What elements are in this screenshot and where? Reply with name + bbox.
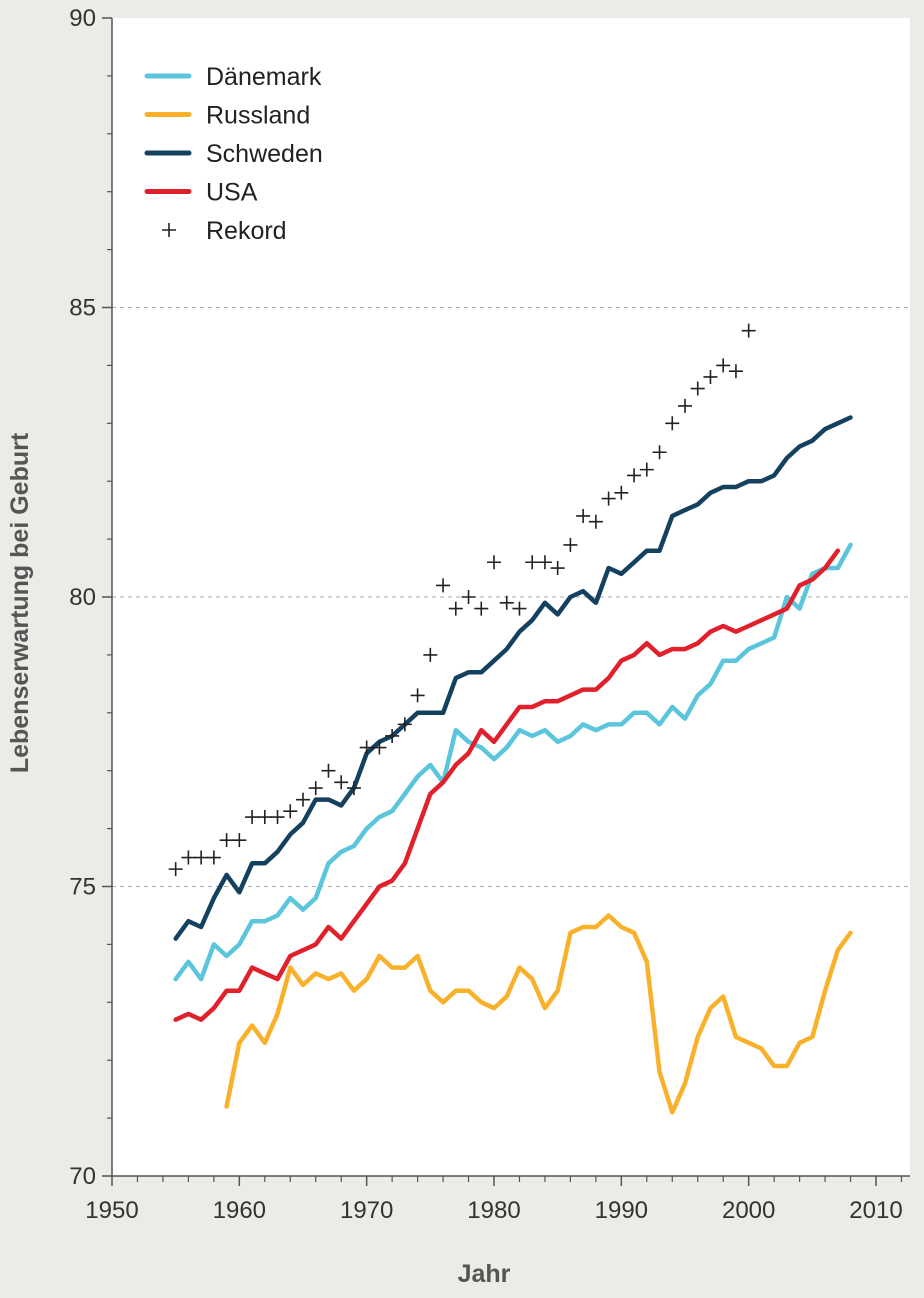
- rekord-marker: [690, 381, 705, 396]
- y-tick-label-90: 90: [69, 5, 96, 32]
- rekord-marker: [181, 850, 196, 865]
- rekord-marker: [359, 740, 374, 755]
- rekord-marker: [665, 416, 680, 431]
- rekord-marker: [703, 369, 718, 384]
- y-axis-title: Lebenserwartung bei Geburt: [6, 432, 34, 773]
- rekord-marker: [487, 555, 501, 570]
- rekord-marker: [219, 833, 234, 848]
- series-line-daenemark: [173, 542, 853, 982]
- x-tick-label-1960: 1960: [213, 1197, 266, 1224]
- rekord-marker: [652, 445, 667, 460]
- rekord-marker: [512, 601, 527, 616]
- rekord-marker: [397, 717, 412, 732]
- rekord-marker: [576, 508, 591, 523]
- rekord-marker: [296, 792, 310, 807]
- rekord-marker: [550, 561, 565, 576]
- rekord-marker: [206, 850, 221, 865]
- rekord-marker: [308, 781, 323, 796]
- rekord-marker: [410, 688, 425, 703]
- rekord-marker: [270, 810, 285, 825]
- rekord-marker: [461, 590, 476, 604]
- gridlines: [112, 307, 910, 887]
- rekord-marker: [436, 578, 451, 593]
- series-line-usa: [173, 548, 841, 1022]
- rekord-marker: [588, 514, 603, 529]
- legend-label-schweden: Schweden: [206, 140, 323, 168]
- series-group: [168, 323, 853, 1115]
- rekord-marker: [283, 804, 298, 819]
- rekord-marker: [716, 358, 731, 373]
- rekord-marker: [257, 810, 272, 825]
- rekord-marker: [678, 398, 692, 413]
- rekord-marker: [614, 485, 629, 500]
- y-tick-label-80: 80: [69, 584, 96, 611]
- x-tick-label-2000: 2000: [722, 1197, 775, 1224]
- rekord-marker: [627, 468, 642, 483]
- rekord-marker: [601, 491, 616, 506]
- legend-label-usa: USA: [206, 179, 258, 207]
- legend-marker-rekord: [162, 223, 176, 237]
- axes: 70 75 80 85 90 1950 1960 1970 1980 1990 2000 2010: [69, 5, 910, 1224]
- legend-label-russland: Russland: [206, 102, 310, 130]
- rekord-marker: [168, 862, 183, 877]
- x-tick-label-1970: 1970: [340, 1197, 393, 1224]
- series-line-russland: [224, 913, 853, 1115]
- y-tick-label-85: 85: [69, 295, 96, 322]
- rekord-marker: [245, 810, 260, 825]
- rekord-marker: [741, 323, 756, 338]
- rekord-marker: [321, 763, 336, 778]
- x-tick-label-2010: 2010: [849, 1197, 902, 1224]
- x-tick-label-1950: 1950: [85, 1197, 138, 1224]
- rekord-marker: [334, 775, 349, 790]
- rekord-marker: [474, 601, 489, 616]
- rekord-marker: [372, 740, 387, 755]
- rekord-marker: [499, 595, 514, 610]
- series-line-schweden: [173, 415, 853, 941]
- rekord-marker: [448, 601, 463, 616]
- rekord-marker: [639, 462, 654, 477]
- legend-label-rekord: Rekord: [206, 217, 287, 245]
- x-tick-label-1980: 1980: [467, 1197, 520, 1224]
- rekord-marker: [563, 537, 578, 552]
- rekord-marker: [232, 833, 247, 848]
- x-axis-title: Jahr: [458, 1260, 511, 1288]
- rekord-marker: [537, 555, 552, 570]
- x-tick-label-1990: 1990: [595, 1197, 648, 1224]
- legend: Dänemark Russland Schweden USA Rekord: [144, 63, 323, 245]
- rekord-marker: [728, 364, 743, 379]
- rekord-marker: [385, 728, 400, 743]
- rekord-marker: [194, 850, 209, 865]
- y-tick-label-75: 75: [69, 874, 96, 901]
- rekord-marker: [346, 781, 361, 796]
- y-tick-label-70: 70: [69, 1163, 96, 1190]
- rekord-marker: [423, 647, 438, 662]
- legend-label-daenemark: Dänemark: [206, 63, 322, 91]
- rekord-marker: [525, 555, 540, 570]
